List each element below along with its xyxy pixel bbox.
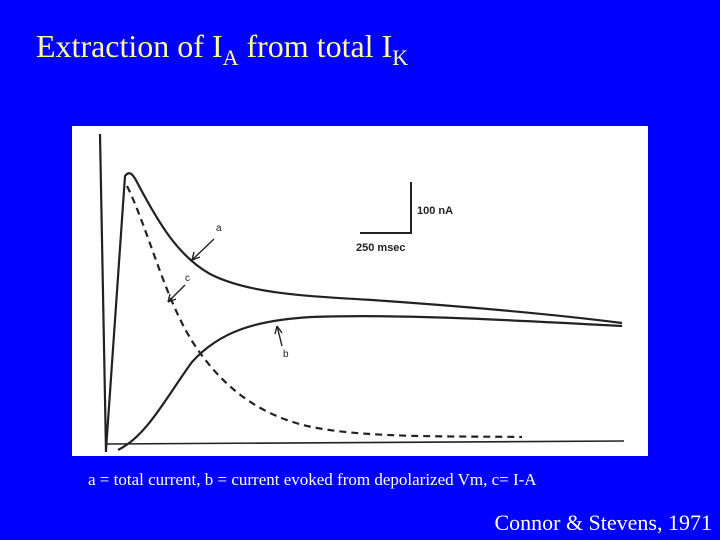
title-subscript-k: K xyxy=(392,45,409,70)
label-c-leader xyxy=(167,284,186,303)
curve-label-a: a xyxy=(216,223,222,234)
label-c-arrowhead xyxy=(167,293,177,303)
title-subscript-a: A xyxy=(222,45,239,70)
current-traces-figure: a c b 100 nA 250 msec xyxy=(72,126,648,456)
slide-title: Extraction of IA from total IK xyxy=(36,28,408,69)
figure-caption: a = total current, b = current evoked fr… xyxy=(88,470,537,489)
curve-c-ia-dashed xyxy=(126,185,523,439)
citation-credit: Connor & Stevens, 1971 xyxy=(494,510,712,535)
scale-bar-vertical-label: 100 nA xyxy=(417,205,453,217)
title-middle: from total I xyxy=(238,28,393,64)
curve-label-b: b xyxy=(283,349,289,360)
curve-label-c: c xyxy=(185,273,190,284)
current-traces-svg: a c b 100 nA 250 msec xyxy=(98,133,625,453)
label-b-arrowhead xyxy=(274,325,283,335)
label-b-leader xyxy=(276,325,283,347)
curve-a-total-current xyxy=(104,172,623,451)
stimulus-edge-line xyxy=(98,133,108,453)
label-a-leader xyxy=(191,238,215,261)
scale-bar xyxy=(360,182,412,234)
label-a-arrowhead xyxy=(191,251,201,261)
title-prefix: Extraction of I xyxy=(36,28,223,64)
baseline-line xyxy=(105,440,625,445)
scale-bar-horizontal-label: 250 msec xyxy=(356,242,406,254)
curve-b-depolarized-current xyxy=(117,315,623,451)
